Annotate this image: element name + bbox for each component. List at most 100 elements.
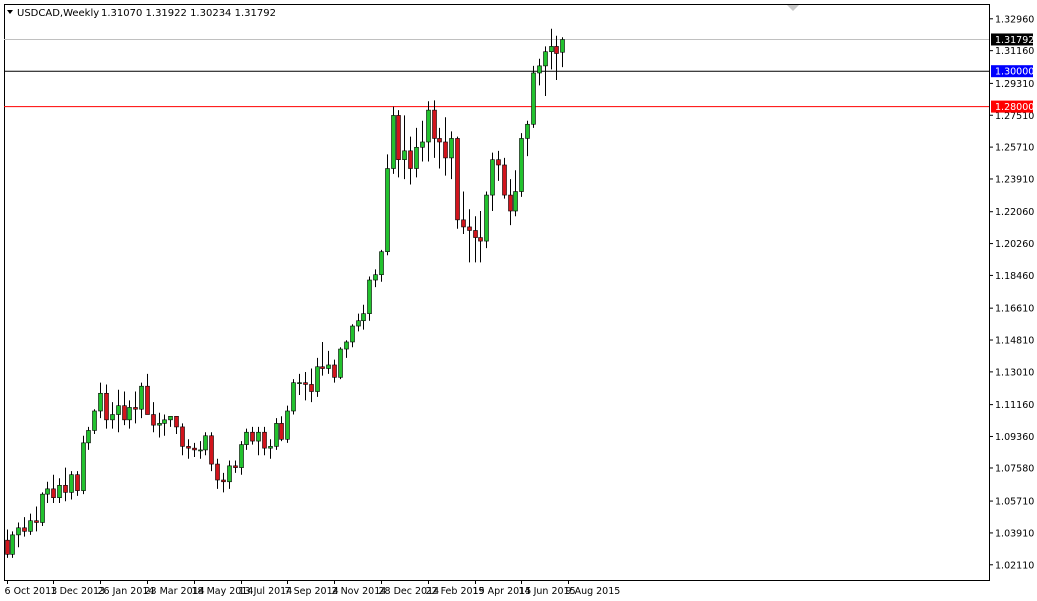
candle bbox=[361, 304, 366, 330]
candle bbox=[432, 100, 437, 158]
time-axis-label: 26 Jan 2014 bbox=[98, 586, 155, 597]
candle bbox=[531, 65, 536, 128]
candle-body-bear bbox=[104, 392, 109, 421]
candle-body-bull bbox=[268, 446, 273, 449]
candle-body-bull bbox=[98, 392, 103, 412]
candle bbox=[420, 120, 425, 162]
price-axis-label: 1.16610 bbox=[995, 304, 1034, 315]
candle bbox=[162, 414, 167, 436]
level-tag-1-28000: 1.28000 bbox=[991, 100, 1034, 113]
time-axis-label: 2 Nov 2014 bbox=[332, 586, 387, 597]
candle-body-bear bbox=[461, 219, 466, 228]
candle bbox=[34, 506, 39, 532]
candle-body-bear bbox=[496, 159, 501, 166]
price-axis-label: 1.20260 bbox=[995, 239, 1034, 250]
candle-body-bull bbox=[256, 431, 261, 442]
candle-body-bull bbox=[361, 313, 366, 322]
candle-body-bear bbox=[432, 109, 437, 139]
candle-body-bear bbox=[262, 431, 267, 449]
candle bbox=[157, 412, 162, 438]
price-axis-label: 1.03910 bbox=[995, 528, 1034, 539]
candle bbox=[385, 154, 390, 256]
time-axis-label: 6 Oct 2013 bbox=[5, 586, 58, 597]
candle-body-bull bbox=[367, 279, 372, 314]
time-axis-label: 9 Aug 2015 bbox=[566, 586, 621, 597]
candle-body-bull bbox=[414, 146, 419, 169]
candle bbox=[262, 426, 267, 456]
price-axis-label: 1.22060 bbox=[995, 207, 1034, 218]
candle-body-bull bbox=[139, 385, 144, 410]
candle bbox=[16, 522, 21, 548]
chart-shift-marker-icon[interactable] bbox=[787, 5, 799, 11]
candle bbox=[45, 481, 50, 504]
candle bbox=[268, 439, 273, 459]
candle-body-bull bbox=[274, 423, 279, 447]
candle-body-bull bbox=[198, 449, 203, 452]
candle-body-bull bbox=[69, 474, 74, 493]
price-axis-label: 1.31160 bbox=[995, 46, 1034, 57]
candle bbox=[443, 117, 448, 176]
candle-body-bear bbox=[279, 423, 284, 440]
candle-body-bull bbox=[116, 405, 121, 415]
candle bbox=[344, 340, 349, 358]
level-tag-1-30000: 1.30000 bbox=[991, 65, 1034, 78]
candle-body-bear bbox=[133, 407, 138, 410]
candle-body-bull bbox=[57, 485, 62, 499]
candle bbox=[28, 513, 33, 535]
candle bbox=[227, 460, 232, 489]
candle-body-bear bbox=[455, 138, 460, 221]
candle-body-bull bbox=[40, 493, 45, 523]
candle-body-bear bbox=[396, 115, 401, 160]
candle bbox=[315, 357, 320, 397]
price-axis-label: 1.27510 bbox=[995, 111, 1034, 122]
price-axis-label: 1.14810 bbox=[995, 336, 1034, 347]
candle bbox=[461, 191, 466, 235]
candle bbox=[402, 115, 407, 180]
candle-body-bull bbox=[297, 382, 302, 384]
price-axis-label: 1.25710 bbox=[995, 143, 1034, 154]
candle-body-bull bbox=[168, 415, 173, 421]
price-axis-label: 1.11160 bbox=[995, 400, 1034, 411]
candle bbox=[274, 418, 279, 450]
candle bbox=[98, 382, 103, 419]
candle bbox=[297, 373, 302, 396]
candle-body-bear bbox=[502, 164, 507, 196]
candle bbox=[309, 368, 314, 403]
candle-body-bull bbox=[45, 488, 50, 495]
candle bbox=[478, 211, 483, 263]
candle-body-bull bbox=[92, 410, 97, 431]
candle bbox=[110, 402, 115, 429]
candle bbox=[239, 441, 244, 475]
plot-frame bbox=[4, 4, 990, 581]
price-tag-label: 1.28000 bbox=[995, 102, 1034, 113]
candle bbox=[122, 391, 127, 426]
candle bbox=[198, 441, 203, 459]
symbol-dropdown-icon[interactable] bbox=[7, 10, 13, 14]
candle bbox=[233, 460, 238, 473]
candle-body-bull bbox=[203, 435, 208, 451]
candle bbox=[379, 249, 384, 282]
price-tag-label: 1.30000 bbox=[995, 67, 1034, 78]
candle-body-bull bbox=[490, 159, 495, 196]
candle-body-bull bbox=[350, 325, 355, 343]
candle-body-bear bbox=[5, 539, 10, 555]
candle bbox=[51, 474, 56, 504]
candle-body-bull bbox=[157, 423, 162, 426]
candle bbox=[133, 391, 138, 424]
candle bbox=[256, 426, 261, 456]
price-axis-label: 1.29310 bbox=[995, 79, 1034, 90]
time-axis-label: 19 Apr 2015 bbox=[473, 586, 532, 597]
candle bbox=[104, 384, 109, 429]
candle bbox=[508, 179, 513, 226]
candle-body-bull bbox=[560, 39, 565, 53]
candle-body-bull bbox=[391, 115, 396, 169]
candle-body-bear bbox=[473, 230, 478, 238]
candle bbox=[57, 478, 62, 504]
candle bbox=[139, 382, 144, 419]
candle-body-bear bbox=[180, 426, 185, 447]
candle bbox=[145, 373, 150, 415]
price-tag-label: 1.31792 bbox=[995, 35, 1034, 46]
candle bbox=[320, 341, 325, 376]
candle-body-bull bbox=[338, 348, 343, 378]
